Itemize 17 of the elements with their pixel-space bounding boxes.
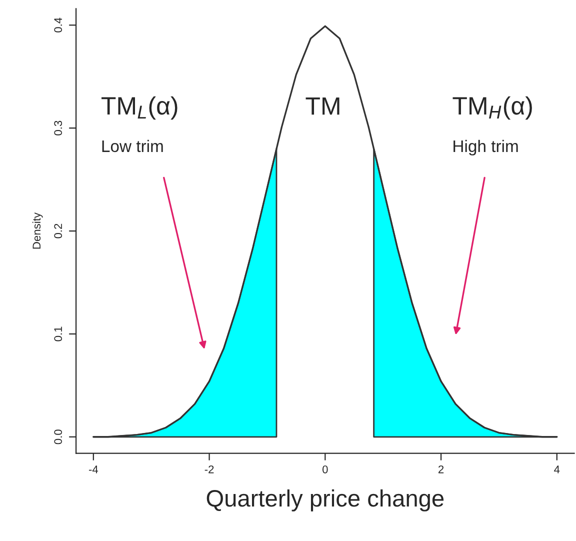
x-tick-label: 4 (554, 466, 560, 474)
y-tick-label: 0.0 (54, 430, 62, 444)
x-tick-label: -4 (88, 466, 98, 474)
y-axis-title: Density (32, 212, 43, 249)
y-tick-label: 0.1 (54, 326, 62, 342)
annotation: TM$_{H}$(α) (452, 96, 532, 120)
x-tick-label: 0 (322, 465, 328, 474)
annotation: Low trim (102, 140, 163, 152)
y-tick-label: 0.2 (54, 224, 62, 238)
y-tick-label: 0.3 (54, 120, 62, 136)
x-tick-label: 2 (438, 465, 444, 474)
y-tick-label: 0.4 (54, 18, 62, 32)
annotation: High trim (454, 140, 518, 156)
x-axis-title: Quarterly price change (206, 489, 444, 512)
annotation: TM$_{L}$(α) (102, 96, 178, 120)
x-tick-label: -2 (204, 465, 214, 474)
annotation: TM (306, 97, 340, 115)
